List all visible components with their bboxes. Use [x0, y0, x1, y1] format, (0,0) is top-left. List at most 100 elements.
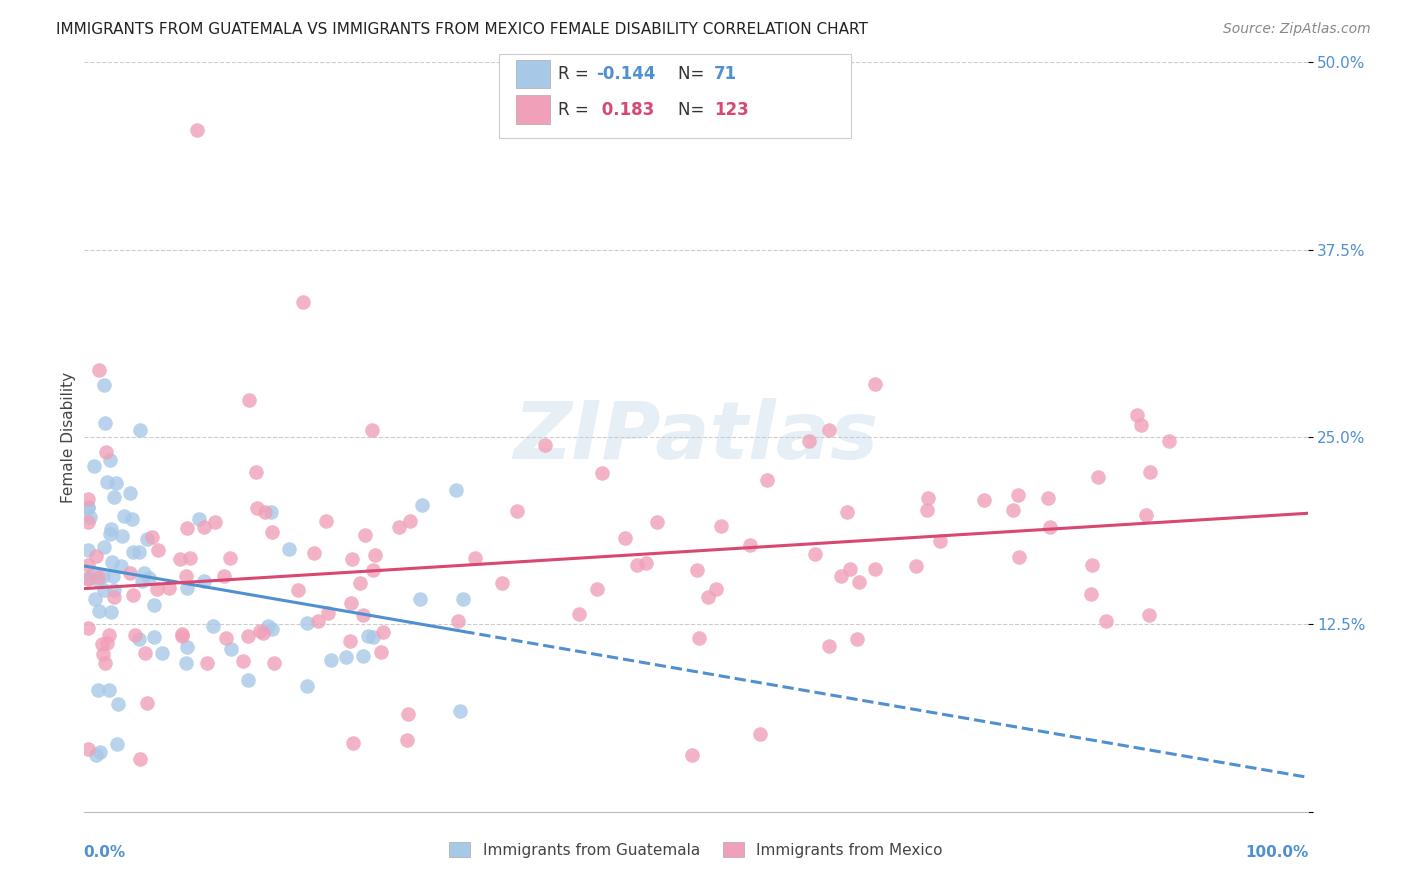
Point	[176, 640, 198, 655]
Point	[865, 377, 887, 392]
Text: ZIPatlas: ZIPatlas	[513, 398, 879, 476]
Point	[316, 606, 339, 620]
Point	[77, 741, 100, 756]
Text: N=: N=	[678, 65, 709, 83]
Point	[77, 492, 100, 507]
Point	[176, 521, 198, 535]
Point	[361, 630, 384, 644]
Point	[146, 543, 169, 558]
Point	[252, 626, 274, 640]
Point	[846, 632, 869, 646]
Point	[453, 592, 475, 607]
Point	[87, 604, 110, 618]
Point	[236, 673, 259, 688]
Y-axis label: Female Disability: Female Disability	[60, 371, 76, 503]
Point	[195, 656, 218, 670]
Point	[797, 434, 820, 448]
Point	[1137, 608, 1160, 623]
Point	[295, 679, 318, 693]
Point	[361, 423, 384, 437]
Point	[96, 475, 118, 489]
Point	[146, 582, 169, 596]
Point	[614, 531, 637, 545]
Point	[141, 530, 163, 544]
Point	[120, 566, 142, 581]
Point	[87, 574, 110, 588]
Point	[103, 591, 125, 605]
Point	[917, 491, 939, 505]
Point	[83, 591, 105, 606]
Point	[738, 538, 761, 552]
Text: Source: ZipAtlas.com: Source: ZipAtlas.com	[1223, 22, 1371, 37]
Text: R =: R =	[558, 65, 595, 83]
Point	[100, 605, 122, 619]
Point	[848, 574, 870, 589]
Point	[86, 570, 108, 584]
Legend: Immigrants from Guatemala, Immigrants from Mexico: Immigrants from Guatemala, Immigrants fr…	[443, 837, 949, 864]
Point	[150, 646, 173, 660]
Point	[464, 551, 486, 566]
Point	[112, 509, 135, 524]
Point	[77, 572, 100, 586]
Point	[122, 589, 145, 603]
Point	[1001, 502, 1024, 516]
Point	[342, 736, 364, 750]
Point	[1135, 508, 1157, 523]
Point	[352, 648, 374, 663]
Point	[830, 569, 852, 583]
Point	[371, 624, 394, 639]
Point	[291, 295, 314, 310]
Point	[449, 704, 471, 718]
Point	[107, 697, 129, 711]
Point	[186, 123, 208, 137]
Point	[193, 574, 215, 589]
Text: 71: 71	[714, 65, 737, 83]
Point	[395, 732, 418, 747]
Point	[1087, 469, 1109, 483]
Point	[307, 614, 329, 628]
Point	[915, 503, 938, 517]
Point	[77, 501, 100, 516]
Point	[96, 636, 118, 650]
Point	[169, 551, 191, 566]
Point	[287, 582, 309, 597]
Point	[446, 483, 468, 497]
Point	[340, 551, 363, 566]
Point	[804, 548, 827, 562]
Point	[335, 650, 357, 665]
Point	[120, 486, 142, 500]
Point	[204, 516, 226, 530]
Point	[179, 551, 201, 566]
Point	[170, 627, 193, 641]
Point	[86, 549, 108, 563]
Point	[142, 598, 165, 612]
Point	[534, 437, 557, 451]
Point	[1126, 408, 1149, 422]
Point	[686, 563, 709, 577]
Point	[398, 514, 420, 528]
Point	[263, 656, 285, 670]
Point	[98, 526, 121, 541]
Point	[568, 607, 591, 622]
Point	[77, 500, 100, 514]
Point	[634, 557, 657, 571]
Point	[136, 696, 159, 710]
Point	[188, 512, 211, 526]
Point	[219, 551, 242, 566]
Point	[201, 619, 224, 633]
Point	[128, 545, 150, 559]
Point	[491, 576, 513, 591]
Point	[295, 616, 318, 631]
Point	[260, 505, 283, 519]
Point	[748, 727, 770, 741]
Text: R =: R =	[558, 101, 595, 119]
Point	[249, 624, 271, 638]
Point	[688, 632, 710, 646]
Point	[339, 634, 361, 648]
Point	[91, 569, 114, 583]
Point	[129, 752, 152, 766]
Text: IMMIGRANTS FROM GUATEMALA VS IMMIGRANTS FROM MEXICO FEMALE DISABILITY CORRELATIO: IMMIGRANTS FROM GUATEMALA VS IMMIGRANTS …	[56, 22, 868, 37]
Point	[340, 596, 363, 610]
Point	[1157, 434, 1180, 448]
Point	[246, 501, 269, 516]
